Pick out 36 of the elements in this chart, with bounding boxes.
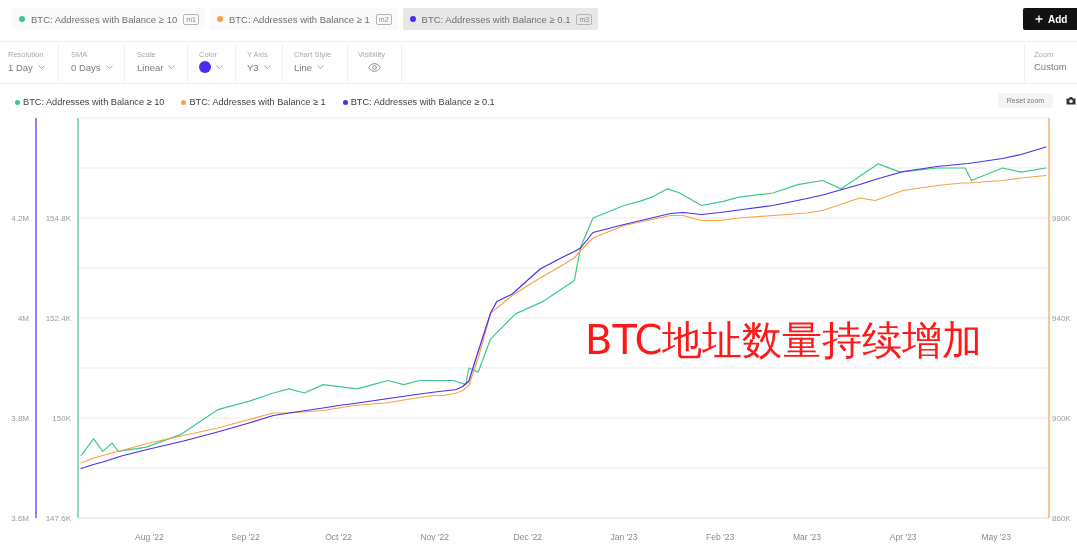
x-tick-label: Oct '22 <box>325 532 353 543</box>
text: Y3 <box>247 61 259 73</box>
x-tick-label: Nov '22 <box>420 532 450 543</box>
y2-tick-label: 940K <box>1052 313 1072 323</box>
y2-tick-label: 980K <box>1052 213 1072 223</box>
text: Linear <box>137 61 164 73</box>
x-tick-label: Aug '22 <box>135 532 164 543</box>
y-tick-label: 3.8M <box>11 413 30 423</box>
text: Add <box>1048 13 1068 25</box>
text: BTC: Addresses with Balance ≥ 0.1 <box>421 13 571 25</box>
text: 1 Day <box>8 61 33 73</box>
y2-tick-label: 900K <box>1052 413 1072 423</box>
x-tick-label: Jan '23 <box>610 532 638 543</box>
text: BTC: Addresses with Balance ≥ 1 <box>228 13 370 25</box>
legend-label: BTC: Addresses with Balance ≥ 0.1 <box>350 97 495 107</box>
x-tick-label: Mar '23 <box>792 532 822 543</box>
y3-tick-label: 147.6K <box>45 513 72 523</box>
legend-label: BTC: Addresses with Balance ≥ 1 <box>189 97 326 107</box>
text: 0 Days <box>71 61 101 73</box>
x-tick-label: Dec '22 <box>513 532 543 543</box>
text: Line <box>294 61 312 73</box>
y3-tick-label: 152.4K <box>45 313 72 323</box>
text: BTC: Addresses with Balance ≥ 10 <box>31 13 178 25</box>
y3-tick-label: 154.8K <box>45 213 72 223</box>
x-tick-label: Sep '22 <box>231 532 261 543</box>
y-tick-label: 4.2M <box>11 213 30 223</box>
text: Custom <box>1034 61 1068 73</box>
x-tick-label: Feb '23 <box>706 532 735 543</box>
annotation: BTC地址数量持续增加 <box>585 317 983 363</box>
y3-tick-label: 150K <box>52 413 72 423</box>
y-tick-label: 4M <box>17 313 30 323</box>
y2-tick-label: 860K <box>1052 513 1072 523</box>
legend-label: BTC: Addresses with Balance ≥ 10 <box>23 97 165 107</box>
x-tick-label: May '23 <box>981 532 1012 543</box>
x-tick-label: Apr '23 <box>889 532 917 543</box>
y-tick-label: 3.6M <box>11 513 30 523</box>
